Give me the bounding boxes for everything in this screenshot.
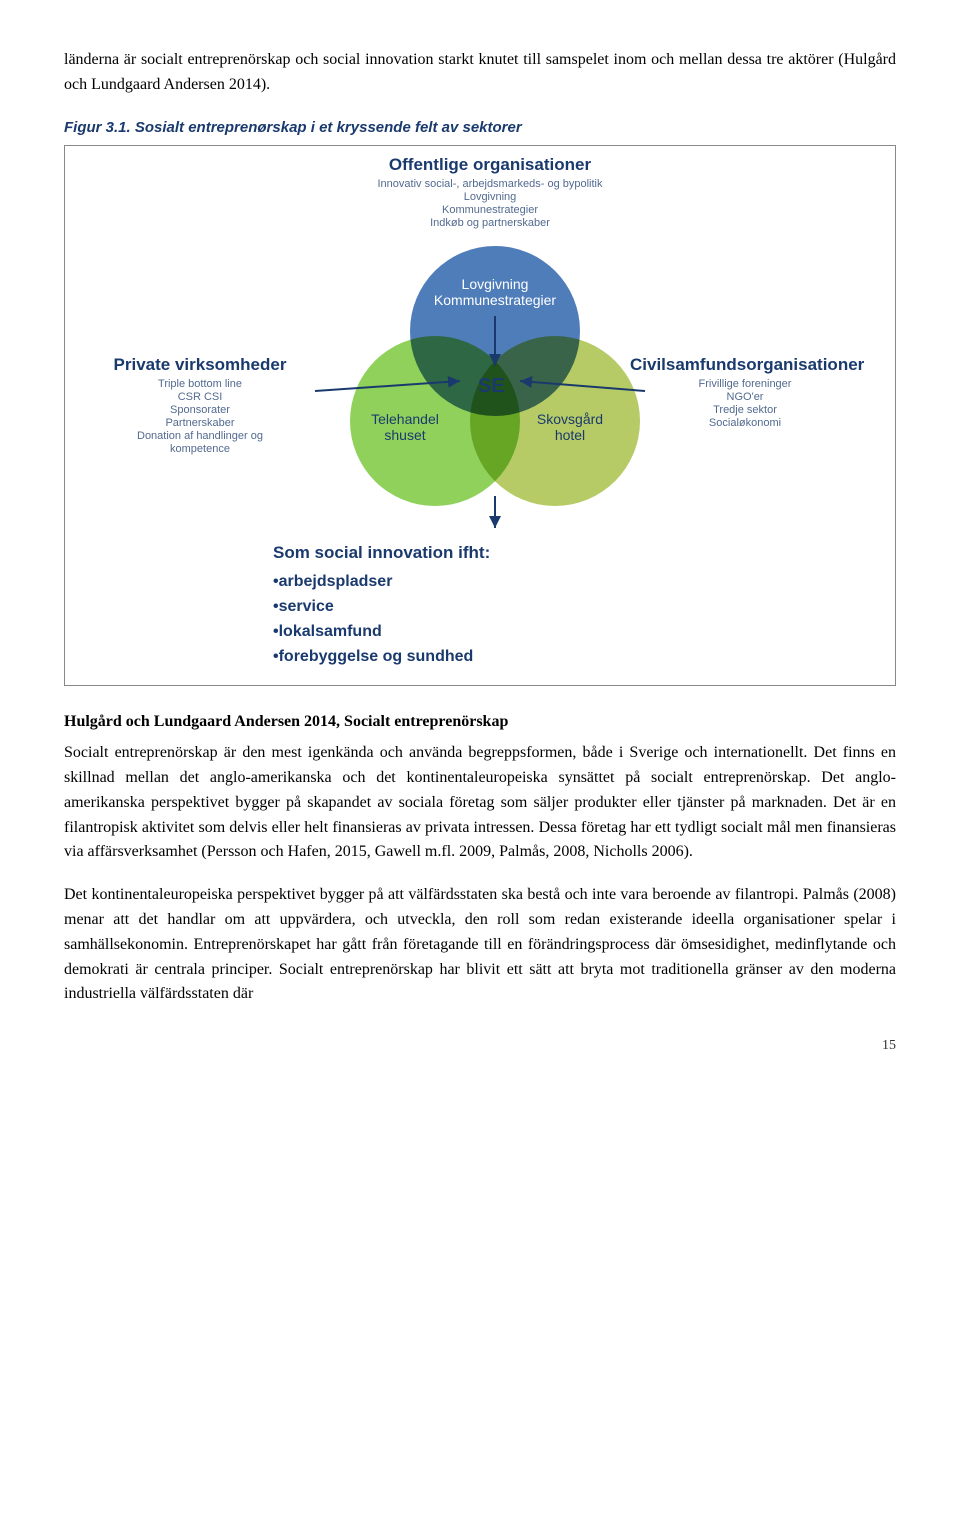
left-sector-title: Private virksomheder: [114, 355, 287, 374]
figure-3-1: Figur 3.1. Sosialt entreprenørskap i et …: [64, 116, 896, 687]
intro-paragraph: länderna är socialt entreprenörskap och …: [64, 48, 896, 98]
top-sector-items: Innovativ social-, arbejdsmarkeds- og by…: [360, 178, 620, 231]
section-heading: Hulgård och Lundgaard Andersen 2014, Soc…: [64, 710, 896, 735]
bottom-item-1: •service: [273, 595, 887, 620]
top-item-0: Innovativ social-, arbejdsmarkeds- og by…: [378, 178, 603, 190]
venn-left-label-text: Telehandel shuset: [371, 411, 439, 443]
top-item-1: Lovgivning: [464, 191, 517, 203]
venn-center-label: SE: [478, 371, 505, 402]
figure-box: Offentlige organisationer Innovativ soci…: [64, 145, 896, 687]
top-item-2: Kommunestrategier: [442, 204, 538, 216]
venn-left-label: Telehandel shuset: [355, 411, 455, 443]
left-item-1: CSR CSI: [178, 391, 223, 403]
left-item-4: Donation af handlinger og kompetence: [137, 430, 263, 455]
right-item-1: NGO'er: [727, 391, 764, 403]
right-sector-items: Frivillige foreninger NGO'er Tredje sekt…: [630, 378, 860, 431]
right-sector-heading: Civilsamfundsorganisationer Frivillige f…: [630, 356, 860, 430]
venn-diagram: Offentlige organisationer Innovativ soci…: [120, 156, 840, 536]
venn-right-label: Skovsgård hotel: [520, 411, 620, 443]
right-item-2: Tredje sektor: [713, 404, 777, 416]
left-item-2: Sponsorater: [170, 404, 230, 416]
figure-caption: Figur 3.1. Sosialt entreprenørskap i et …: [64, 116, 896, 139]
paragraph-2: Socialt entreprenörskap är den mest igen…: [64, 741, 896, 865]
right-sector-title: Civilsamfundsorganisationer: [630, 355, 864, 374]
paragraph-3: Det kontinentaleuropeiska perspektivet b…: [64, 883, 896, 1007]
left-sector-items: Triple bottom line CSR CSI Sponsorater P…: [110, 378, 290, 457]
top-item-3: Indkøb og partnerskaber: [430, 217, 550, 229]
left-sector-heading: Private virksomheder Triple bottom line …: [110, 356, 290, 457]
top-sector-title: Offentlige organisationer: [389, 155, 591, 174]
figure-bottom-list: Som social innovation ifht: •arbejdsplad…: [273, 540, 887, 670]
right-item-0: Frivillige foreninger: [699, 378, 792, 390]
left-item-0: Triple bottom line: [158, 378, 242, 390]
page-number: 15: [64, 1035, 896, 1057]
venn-right-label-text: Skovsgård hotel: [537, 411, 603, 443]
left-item-3: Partnerskaber: [165, 417, 234, 429]
right-item-3: Socialøkonomi: [709, 417, 781, 429]
bottom-item-2: •lokalsamfund: [273, 620, 887, 645]
bottom-title: Som social innovation ifht:: [273, 540, 887, 566]
bottom-item-3: •forebyggelse og sundhed: [273, 645, 887, 670]
venn-top-label: Lovgivning Kommunestrategier: [425, 276, 565, 308]
venn-top-label-text: Lovgivning Kommunestrategier: [434, 276, 556, 308]
top-sector-heading: Offentlige organisationer Innovativ soci…: [360, 156, 620, 230]
bottom-item-0: •arbejdspladser: [273, 570, 887, 595]
